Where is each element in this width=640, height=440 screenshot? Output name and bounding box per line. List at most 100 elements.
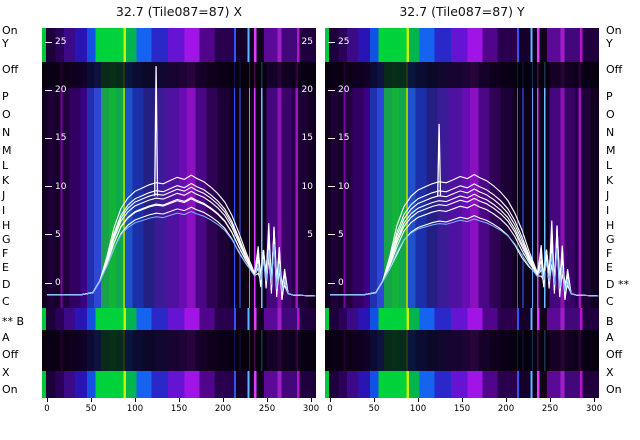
dark-row-band	[325, 329, 599, 371]
trace-line	[330, 214, 599, 297]
row-label-e: E	[2, 261, 9, 274]
trace-line	[47, 174, 316, 300]
trace-line	[47, 211, 316, 297]
trace-line	[330, 173, 599, 300]
bright-row-band	[42, 308, 316, 330]
right-y-tick-label: 15	[301, 133, 313, 144]
heatmap-right: 25 20 15 10 5 0	[325, 28, 599, 398]
x-tick-mark	[330, 398, 331, 402]
row-label-a: A	[2, 331, 10, 344]
row-label-a: A	[606, 331, 614, 344]
row-label-on: On	[2, 383, 18, 396]
row-label-k: K	[2, 174, 10, 187]
y-tick-mark	[45, 137, 52, 139]
row-label-p: P	[606, 90, 613, 103]
dark-row-band	[42, 62, 316, 88]
y-tick-mark	[45, 89, 52, 91]
x-tick-label: 150	[170, 404, 188, 414]
y-tick-mark	[45, 186, 52, 188]
row-label-f: F	[606, 247, 613, 260]
y-tick-mark	[328, 234, 335, 236]
row-label-e: E	[606, 261, 613, 274]
row-label-on: On	[2, 24, 18, 37]
x-tick-label: 100	[409, 404, 427, 414]
panel-left: 25 20 15 10 5 0 25 20 15 10 5 0 50 100 150 200 250 300	[42, 28, 320, 428]
row-label-d: D	[2, 278, 11, 291]
trace-line	[437, 123, 442, 197]
row-label-m: M	[2, 144, 12, 157]
row-label-l: L	[2, 159, 9, 172]
bright-row-band	[42, 28, 316, 63]
row-label-off: Off	[606, 63, 623, 76]
y-tick-label: 25	[45, 37, 66, 47]
y-tick-label: 10	[328, 182, 349, 192]
x-tick-label: 250	[541, 404, 559, 414]
x-tick-label: 0	[327, 404, 333, 414]
right-y-tick-label: 25	[301, 37, 313, 47]
x-tick-label: 300	[302, 404, 320, 414]
x-tick-mark	[462, 398, 463, 402]
dark-row-band	[42, 329, 316, 371]
y-tick-mark	[328, 186, 335, 188]
row-label-n: N	[2, 126, 11, 139]
x-tick-mark	[506, 398, 507, 402]
x-tick-label: 200	[214, 404, 232, 414]
x-tick-mark	[267, 398, 268, 402]
x-tick-mark	[179, 398, 180, 402]
y-tick-label: 15	[328, 133, 349, 143]
row-label-d: D **	[606, 278, 629, 291]
x-tick-label: 50	[368, 404, 380, 414]
x-tick-label: 100	[126, 404, 144, 414]
trace-overlay	[330, 123, 599, 300]
row-label-n: N	[606, 126, 615, 139]
row-label-c: C	[606, 295, 614, 308]
row-label-k: K	[606, 174, 614, 187]
trace-overlay	[47, 66, 316, 300]
y-tick-label: 0	[328, 278, 344, 288]
row-label-p: P	[2, 90, 9, 103]
y-tick-label: 15	[45, 133, 66, 143]
row-label-o: O	[2, 108, 11, 121]
row-label-x: X	[2, 366, 10, 379]
row-label-i: I	[606, 204, 610, 217]
x-tick-mark	[223, 398, 224, 402]
dark-row-band	[325, 62, 599, 88]
trace-line	[47, 196, 316, 297]
row-label-g: G	[606, 233, 615, 246]
row-label-off: Off	[606, 348, 623, 361]
row-labels-right: On Y Off P O N M L K J I H G F E D ** C B A Off X On	[606, 0, 640, 440]
row-labels-left: On Y Off P O N M L K J I H G F E D C ** B A Off X On	[2, 0, 40, 440]
row-label-c: C	[2, 295, 10, 308]
trace-line	[154, 66, 159, 197]
row-label-b: B	[606, 315, 614, 328]
row-label-j: J	[606, 189, 610, 202]
trace-line	[330, 218, 599, 297]
x-tick-label: 0	[44, 404, 50, 414]
x-tick-mark	[311, 398, 312, 402]
x-tick-mark	[550, 398, 551, 402]
panel-left-title: 32.7 (Tile087=87) X	[115, 4, 243, 19]
row-label-h: H	[606, 219, 615, 232]
right-y-tick-label: 5	[307, 229, 313, 240]
row-label-off: Off	[2, 63, 19, 76]
x-tick-mark	[374, 398, 375, 402]
right-y-tick-label: 20	[301, 85, 313, 96]
row-label-i: I	[2, 204, 6, 217]
row-label-f: F	[2, 247, 9, 260]
right-y-tick-label: 10	[301, 181, 313, 192]
row-label-y: Y	[606, 37, 613, 50]
y-tick-label: 5	[328, 230, 344, 240]
y-tick-mark	[328, 282, 335, 284]
panel-right: 25 20 15 10 5 0 0 50 100 150 200 250 300	[325, 28, 602, 428]
bright-row-band	[325, 370, 599, 398]
trace-line	[330, 197, 599, 297]
y-tick-label: 20	[328, 85, 349, 95]
row-label-h: H	[2, 219, 11, 232]
x-tick-label: 50	[85, 404, 97, 414]
y-tick-label: 20	[45, 85, 66, 95]
y-tick-label: 25	[328, 37, 349, 47]
row-label-o: O	[606, 108, 615, 121]
y-tick-mark	[45, 282, 52, 284]
x-tick-mark	[594, 398, 595, 402]
